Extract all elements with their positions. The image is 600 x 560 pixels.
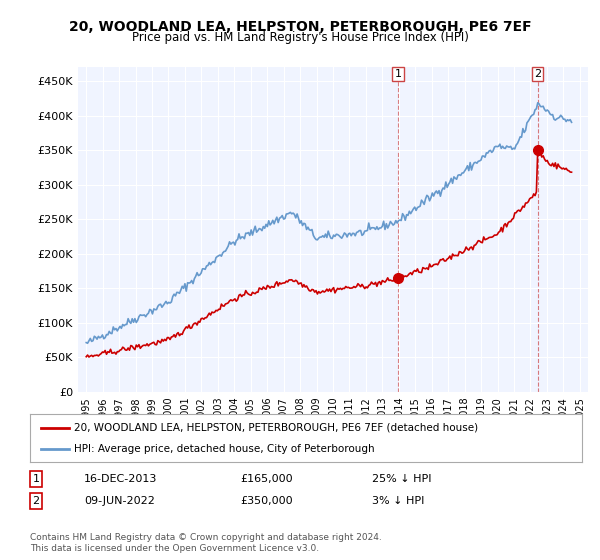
Text: 2: 2 bbox=[32, 496, 40, 506]
Text: £165,000: £165,000 bbox=[240, 474, 293, 484]
Text: 3% ↓ HPI: 3% ↓ HPI bbox=[372, 496, 424, 506]
Text: 16-DEC-2013: 16-DEC-2013 bbox=[84, 474, 157, 484]
Text: 20, WOODLAND LEA, HELPSTON, PETERBOROUGH, PE6 7EF: 20, WOODLAND LEA, HELPSTON, PETERBOROUGH… bbox=[68, 20, 532, 34]
Text: 1: 1 bbox=[32, 474, 40, 484]
Text: Price paid vs. HM Land Registry's House Price Index (HPI): Price paid vs. HM Land Registry's House … bbox=[131, 31, 469, 44]
Text: Contains HM Land Registry data © Crown copyright and database right 2024.
This d: Contains HM Land Registry data © Crown c… bbox=[30, 534, 382, 553]
Text: 2: 2 bbox=[534, 69, 541, 80]
Text: 09-JUN-2022: 09-JUN-2022 bbox=[84, 496, 155, 506]
Text: 1: 1 bbox=[395, 69, 401, 80]
Text: £350,000: £350,000 bbox=[240, 496, 293, 506]
Text: HPI: Average price, detached house, City of Peterborough: HPI: Average price, detached house, City… bbox=[74, 444, 375, 454]
Text: 25% ↓ HPI: 25% ↓ HPI bbox=[372, 474, 431, 484]
Text: 20, WOODLAND LEA, HELPSTON, PETERBOROUGH, PE6 7EF (detached house): 20, WOODLAND LEA, HELPSTON, PETERBOROUGH… bbox=[74, 423, 478, 433]
